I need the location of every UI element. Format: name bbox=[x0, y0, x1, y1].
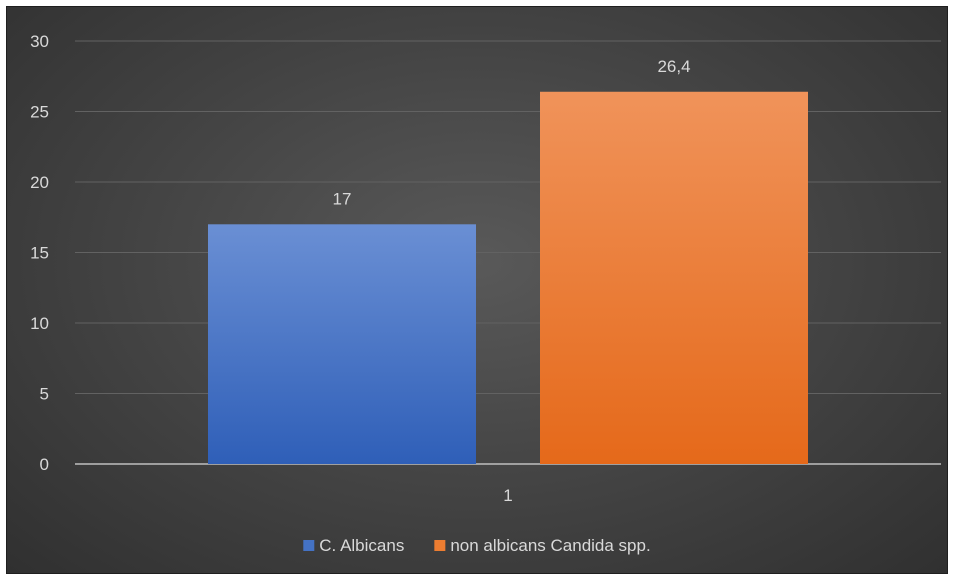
data-label: 17 bbox=[333, 189, 352, 208]
bars bbox=[208, 91, 808, 464]
bar-non-albicans bbox=[540, 91, 808, 464]
gridlines bbox=[75, 40, 941, 465]
y-tick-label: 15 bbox=[30, 244, 49, 263]
bar-c-albicans bbox=[208, 224, 476, 464]
y-tick-label: 0 bbox=[40, 455, 49, 474]
y-tick-label: 25 bbox=[30, 103, 49, 122]
data-label: 26,4 bbox=[657, 57, 690, 76]
legend-label: C. Albicans bbox=[319, 536, 404, 555]
y-tick-label: 5 bbox=[40, 385, 49, 404]
y-axis-tick-labels: 0 5 10 15 20 25 30 bbox=[30, 32, 49, 474]
y-tick-label: 10 bbox=[30, 314, 49, 333]
bar-chart: 0 5 10 15 20 25 30 17 26,4 1 C. Albicans non alb… bbox=[30, 32, 941, 555]
legend-swatch bbox=[303, 540, 315, 551]
x-tick-label: 1 bbox=[503, 486, 512, 505]
chart-area: 0 5 10 15 20 25 30 17 26,4 1 C. Albicans non alb… bbox=[6, 6, 948, 574]
x-axis-tick-labels: 1 bbox=[503, 486, 512, 505]
data-labels: 17 26,4 bbox=[333, 57, 691, 209]
legend-swatch bbox=[434, 540, 446, 551]
legend: C. Albicans non albicans Candida spp. bbox=[303, 536, 651, 555]
y-tick-label: 30 bbox=[30, 32, 49, 51]
y-tick-label: 20 bbox=[30, 173, 49, 192]
legend-label: non albicans Candida spp. bbox=[450, 536, 650, 555]
legend-item: non albicans Candida spp. bbox=[434, 536, 651, 555]
legend-item: C. Albicans bbox=[303, 536, 404, 555]
